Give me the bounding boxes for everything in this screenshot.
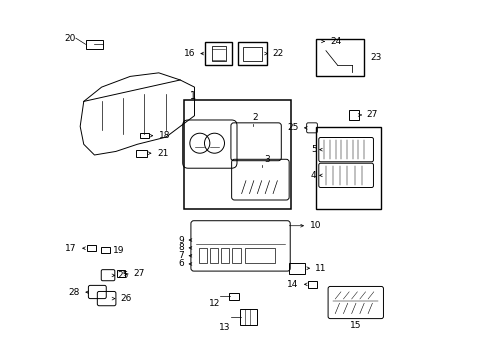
Text: 6: 6 (178, 260, 183, 269)
Text: 25: 25 (287, 123, 298, 132)
Bar (86, 245, 95, 251)
Bar (315, 39, 364, 76)
Bar (199, 248, 207, 263)
Text: 8: 8 (178, 243, 183, 252)
Text: 12: 12 (208, 300, 220, 309)
Bar (232, 248, 240, 263)
Bar (229, 293, 238, 300)
Text: 4: 4 (310, 171, 316, 180)
Text: 10: 10 (309, 221, 320, 230)
Bar (221, 248, 229, 263)
Bar (348, 110, 358, 120)
Bar (183, 100, 290, 208)
Bar (140, 133, 148, 138)
Text: 27: 27 (365, 111, 377, 120)
Bar (85, 40, 103, 49)
Bar (117, 270, 125, 277)
Text: 19: 19 (113, 246, 124, 255)
Text: 2: 2 (252, 113, 258, 122)
Text: 9: 9 (178, 235, 183, 244)
Text: 1: 1 (190, 91, 196, 101)
Bar (307, 281, 317, 288)
Text: 26: 26 (121, 294, 132, 303)
Bar (244, 248, 274, 263)
Text: 13: 13 (219, 323, 230, 332)
Text: 25: 25 (117, 271, 128, 280)
Text: 5: 5 (310, 145, 316, 154)
Text: 24: 24 (329, 37, 341, 46)
Bar (205, 42, 231, 65)
Text: 7: 7 (178, 251, 183, 260)
Bar (210, 248, 218, 263)
Bar (288, 262, 305, 274)
Text: 21: 21 (157, 149, 168, 158)
Bar (101, 247, 110, 253)
Text: 23: 23 (369, 53, 381, 62)
Bar (240, 309, 256, 325)
Bar (211, 46, 225, 61)
Text: 14: 14 (287, 280, 298, 289)
Bar (243, 47, 261, 62)
Bar (238, 42, 267, 65)
Text: 28: 28 (69, 288, 80, 297)
Text: 11: 11 (315, 264, 326, 273)
Text: 3: 3 (264, 155, 269, 164)
Text: 20: 20 (64, 34, 76, 43)
Text: 17: 17 (65, 244, 77, 253)
Text: 22: 22 (272, 49, 283, 58)
Bar (136, 150, 147, 157)
Bar (315, 127, 381, 208)
Text: 18: 18 (159, 131, 170, 140)
Text: 15: 15 (349, 321, 361, 330)
Text: 16: 16 (183, 49, 195, 58)
Text: 27: 27 (133, 269, 144, 278)
